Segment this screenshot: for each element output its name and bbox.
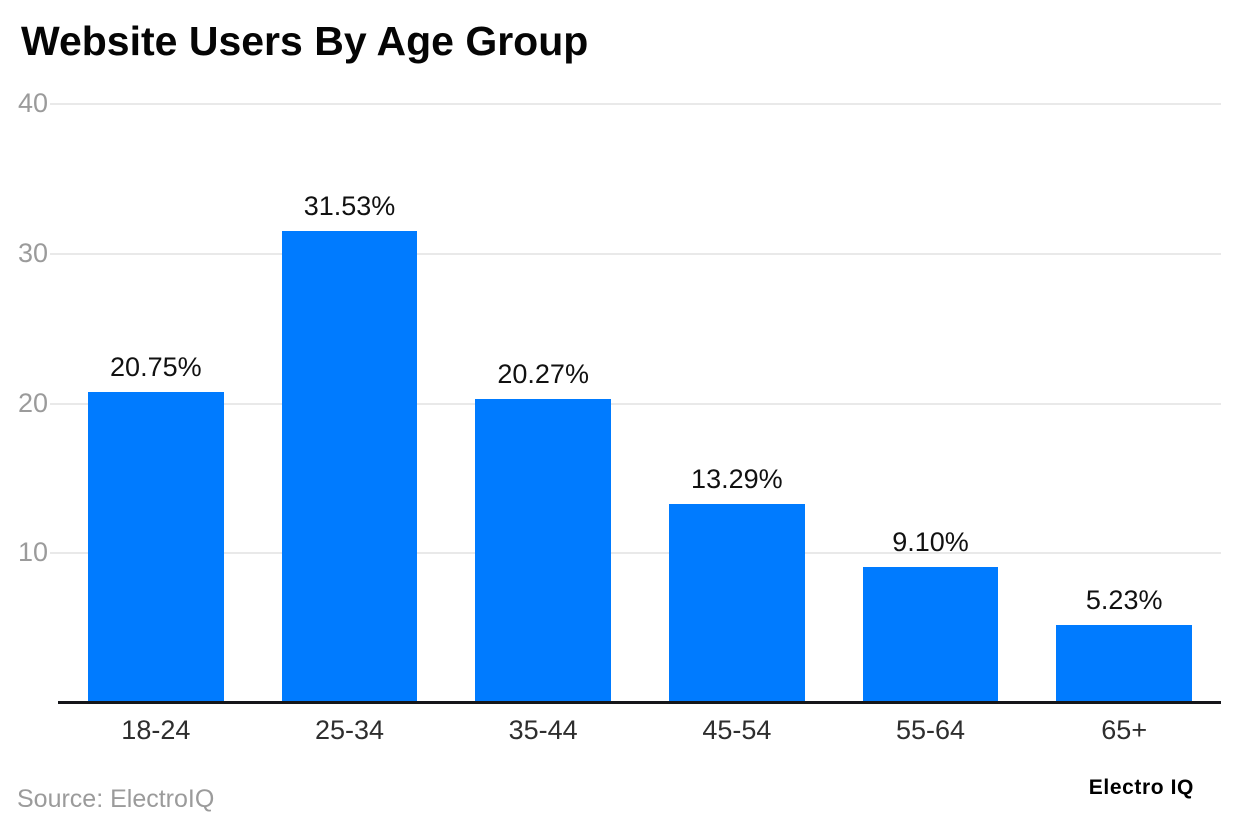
gridline bbox=[50, 252, 1221, 255]
bar-slot: 20.27% 35-44 bbox=[446, 104, 640, 745]
gridline bbox=[50, 103, 1221, 105]
y-tick-label: 30 bbox=[17, 237, 48, 268]
bar-value-label: 20.27% bbox=[497, 359, 589, 390]
bar: 20.27% bbox=[475, 359, 611, 703]
bar-slot: 9.10% 55-64 bbox=[834, 104, 1028, 745]
bar: 13.29% bbox=[669, 464, 805, 703]
bars-row: 20.75% 18-24 31.53% 25-34 20.27% 35-44 13.29% 4… bbox=[59, 104, 1221, 745]
x-tick-label: 65+ bbox=[1101, 715, 1148, 745]
y-tick-label: 20 bbox=[17, 387, 48, 418]
bar: 31.53% bbox=[281, 191, 418, 703]
y-tick-label: 40 bbox=[17, 88, 48, 118]
bar-value-label: 31.53% bbox=[303, 190, 396, 221]
gridline bbox=[50, 552, 1221, 555]
x-tick-label: 45-54 bbox=[702, 715, 772, 745]
x-axis-line bbox=[58, 701, 1221, 704]
bar-value-label: 5.23% bbox=[1085, 584, 1163, 615]
x-tick-label: 35-44 bbox=[508, 715, 578, 745]
brand-logo: Electro IQ bbox=[1088, 776, 1194, 799]
bar: 9.10% bbox=[862, 527, 999, 703]
bar: 5.23% bbox=[1056, 585, 1192, 703]
bar-value-label: 20.75% bbox=[110, 352, 202, 383]
bar-slot: 20.75% 18-24 bbox=[59, 104, 253, 745]
chart-title: Website Users By Age Group bbox=[21, 18, 589, 64]
gridline bbox=[50, 402, 1221, 405]
y-tick-label: 10 bbox=[17, 537, 48, 568]
bar-value-label: 9.10% bbox=[892, 526, 969, 557]
x-tick-label: 55-64 bbox=[895, 715, 966, 745]
source-note: Source: ElectroIQ bbox=[17, 785, 215, 813]
x-tick-label: 25-34 bbox=[314, 715, 385, 745]
bar: 20.75% bbox=[88, 352, 224, 703]
x-tick-label: 18-24 bbox=[121, 715, 191, 745]
bar-slot: 31.53% 25-34 bbox=[253, 104, 447, 745]
bar-slot: 5.23% 65+ bbox=[1027, 104, 1221, 745]
plot-area: 20.75% 18-24 31.53% 25-34 20.27% 35-44 13.29% 4… bbox=[18, 90, 1221, 745]
bar-slot: 13.29% 45-54 bbox=[640, 104, 834, 745]
bar-value-label: 13.29% bbox=[691, 463, 783, 494]
